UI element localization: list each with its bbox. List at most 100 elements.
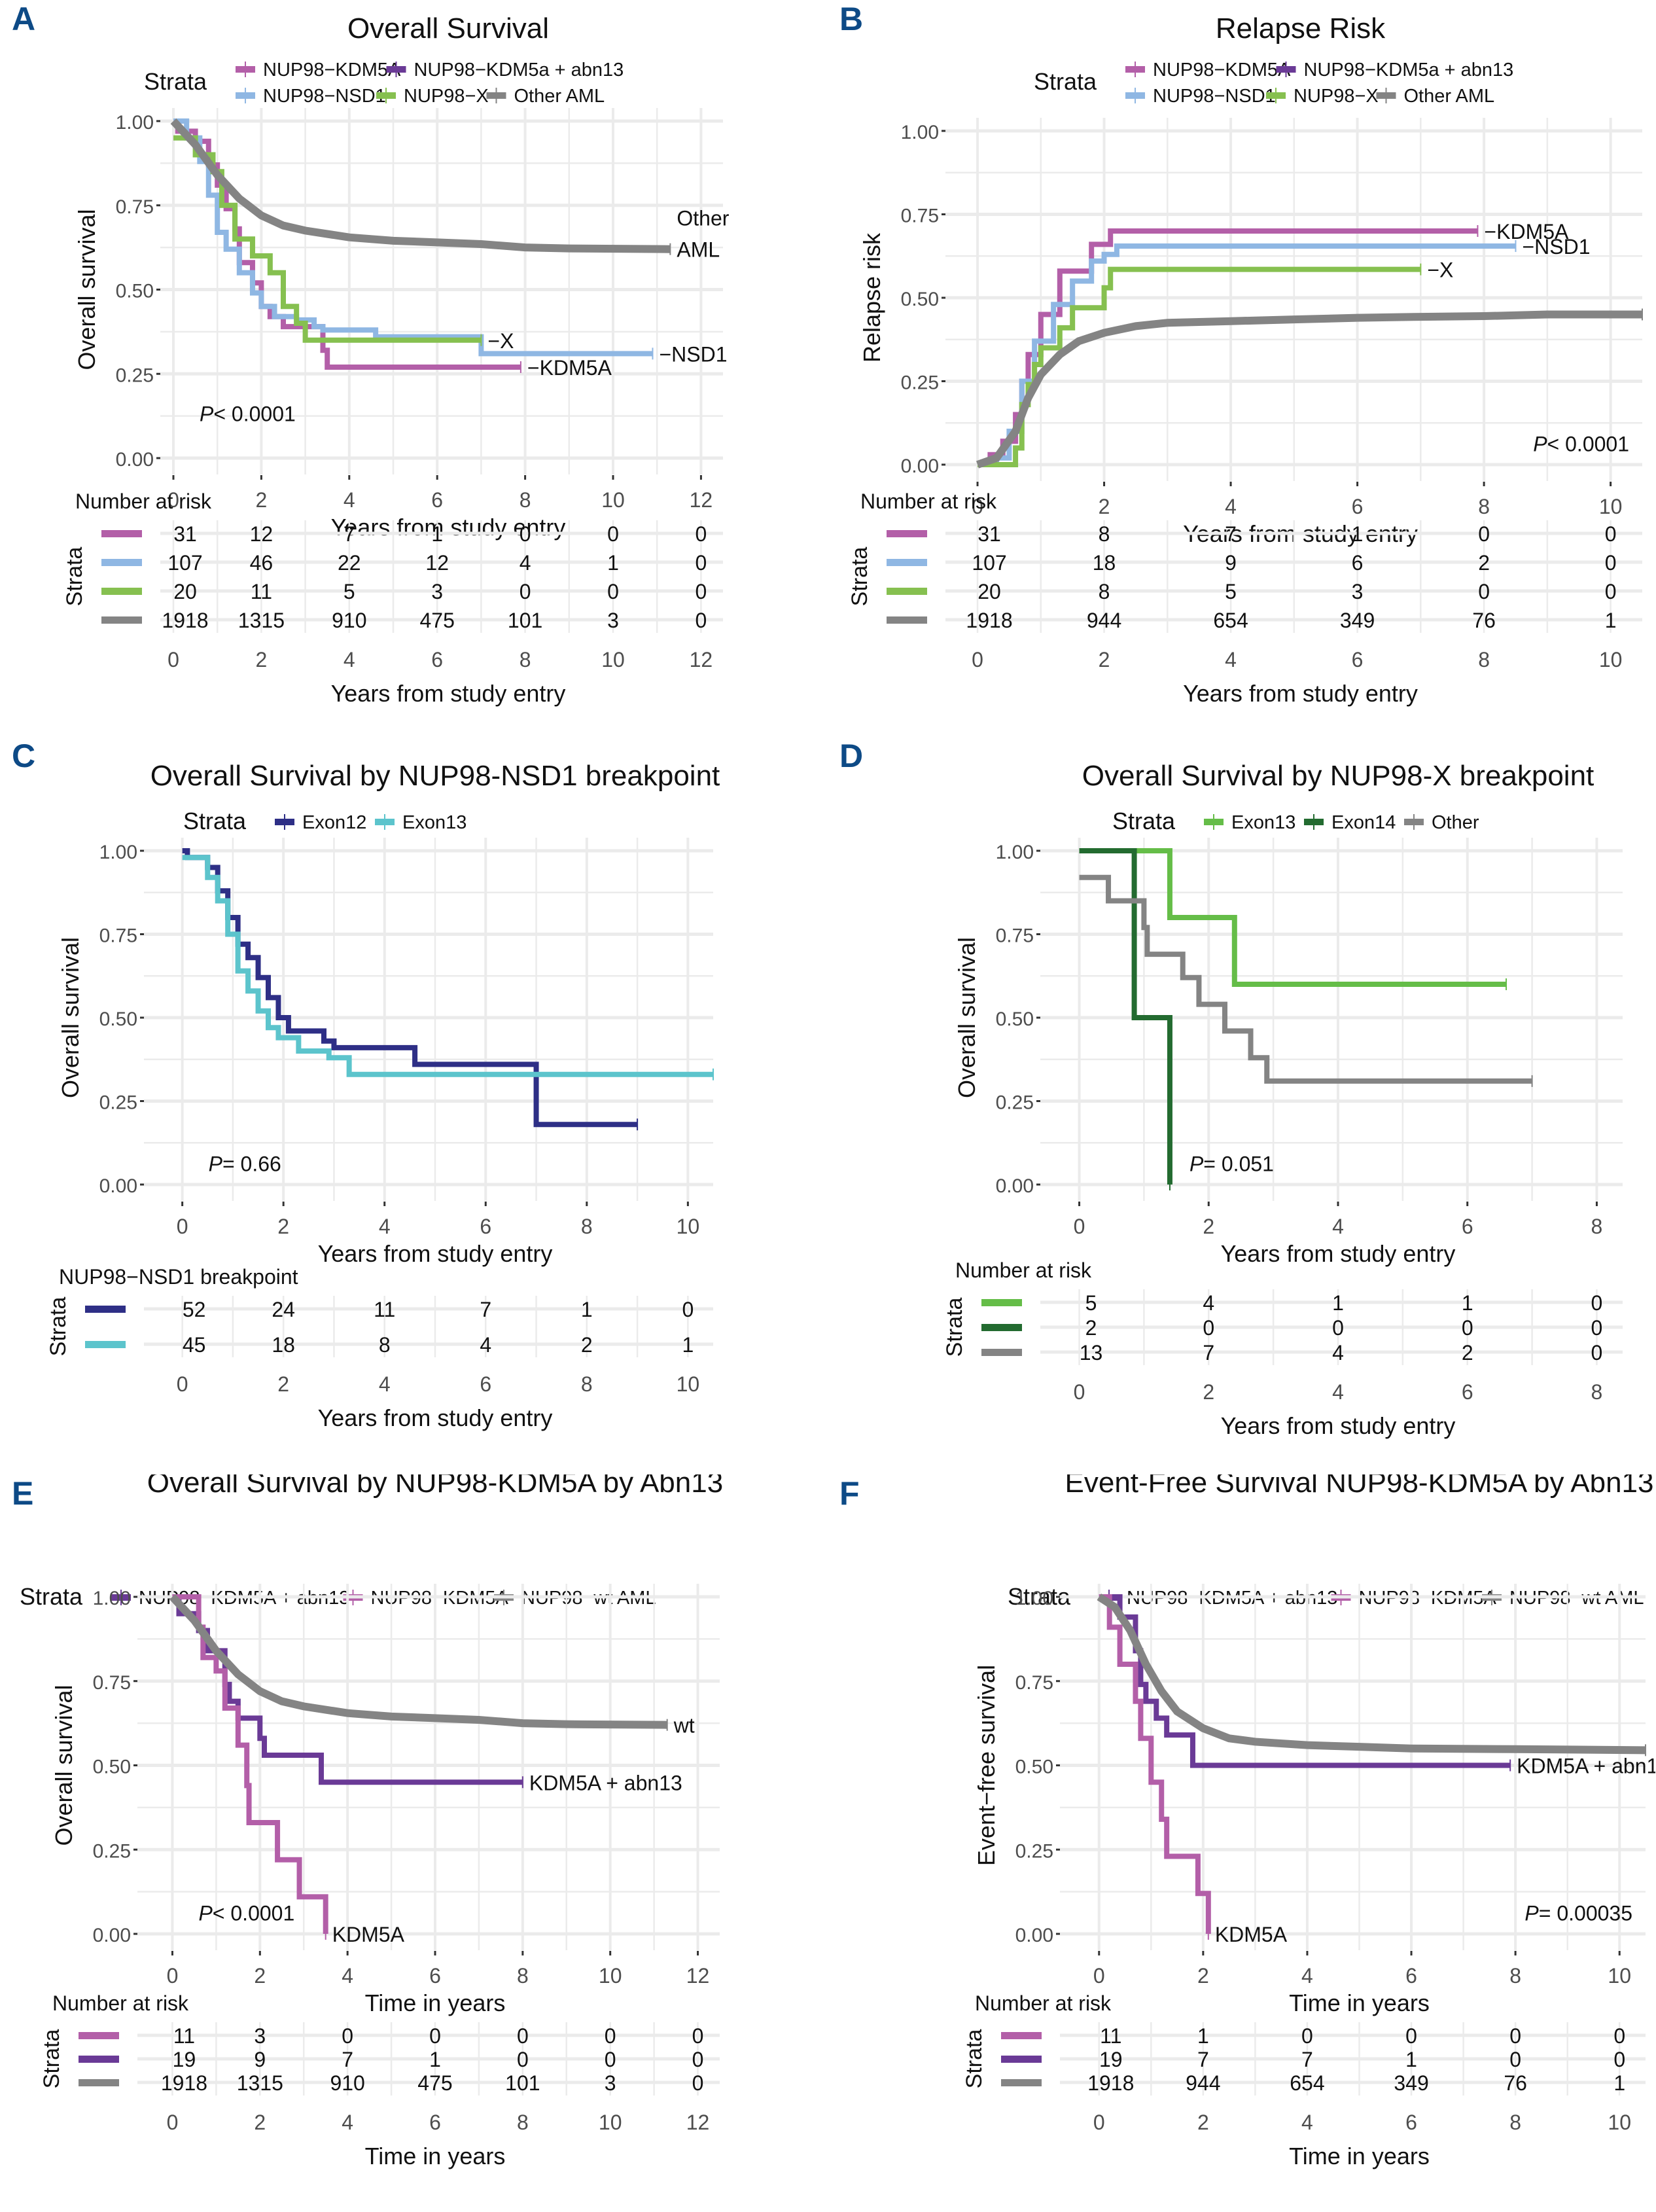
risk-table-cell: 4: [1332, 1341, 1344, 1365]
risk-table-cell: 1918: [161, 2071, 207, 2095]
p-value: P< 0.0001: [198, 1901, 294, 1925]
risk-table-x-tick-label: 8: [1591, 1380, 1603, 1404]
risk-table-x-label: Years from study entry: [1183, 680, 1418, 707]
x-tick-label: 0: [972, 495, 983, 518]
p-value-text: < 0.0001: [213, 1901, 294, 1925]
y-tick-label: 0.25: [901, 372, 939, 394]
y-tick-label: 0.50: [1015, 1757, 1053, 1778]
risk-table-swatch: [79, 2032, 119, 2039]
risk-table-cell: 101: [505, 2071, 540, 2095]
x-tick-label: 10: [1599, 495, 1623, 518]
risk-table-cell: 944: [1186, 2071, 1220, 2095]
risk-table-cell: 0: [696, 580, 707, 603]
risk-table-cell: 11: [173, 2024, 195, 2048]
p-symbol: P: [1524, 1901, 1539, 1925]
y-tick-label: 0.75: [901, 205, 939, 227]
risk-table-x-tick-label: 12: [686, 2111, 710, 2134]
risk-table-swatch: [101, 559, 142, 566]
y-axis-label: Relapse risk: [858, 232, 885, 363]
risk-table-title: Number at risk: [975, 1991, 1112, 2015]
risk-table-cell: 475: [420, 609, 455, 632]
risk-table-cell: 4: [1203, 1291, 1214, 1315]
y-tick-label: 0.25: [99, 1092, 137, 1114]
risk-table-title: Number at risk: [860, 490, 997, 513]
legend-label: NUP98−X: [404, 86, 489, 107]
risk-table-cell: 3: [605, 2071, 616, 2095]
risk-table-title: Number at risk: [955, 1258, 1092, 1282]
y-tick-label: 0.00: [1015, 1925, 1053, 1946]
risk-table-cell: 0: [1301, 2024, 1313, 2048]
risk-table-cell: 1: [1462, 1291, 1473, 1315]
risk-table-ylabel: Strata: [39, 2029, 64, 2089]
y-tick-label: 0.50: [996, 1008, 1034, 1030]
risk-table-cell: 7: [480, 1298, 491, 1321]
y-tick-label: 0.00: [901, 455, 939, 477]
legend-label: Exon13: [1231, 812, 1295, 833]
risk-table-cell: 107: [167, 551, 202, 575]
panel-letter: B: [839, 1, 864, 37]
risk-table-cell: 1918: [162, 609, 208, 632]
risk-table-cell: 0: [1478, 522, 1490, 546]
risk-table-swatch: [85, 1306, 126, 1313]
risk-table-cell: 0: [696, 522, 707, 546]
y-axis-label: Overall survival: [953, 937, 980, 1098]
risk-table-cell: 0: [429, 2024, 441, 2048]
risk-table-cell: 0: [1405, 2024, 1417, 2048]
legend-label: NUP98−NSD1: [1153, 86, 1276, 107]
p-value-text: = 0.66: [222, 1152, 281, 1176]
x-tick-label: 2: [1197, 1964, 1209, 1988]
chart-title: Overall Survival: [347, 12, 549, 45]
p-value: P= 0.051: [1189, 1152, 1274, 1176]
risk-table-cell: 5: [1085, 1291, 1097, 1315]
risk-table-cell: 13: [1080, 1341, 1103, 1365]
p-value: P< 0.0001: [200, 402, 296, 425]
risk-table-cell: 0: [1332, 1316, 1344, 1340]
y-tick-label: 0.00: [93, 1925, 131, 1946]
x-tick-label: 4: [344, 488, 355, 512]
km-curve-other-aml: [976, 310, 1642, 469]
risk-table-swatch: [981, 1299, 1022, 1306]
y-tick-label: 0.25: [1015, 1840, 1053, 1862]
x-tick-label: 2: [254, 1964, 266, 1988]
curve-end-label: −KDM5A: [1484, 220, 1569, 243]
curve-end-label: −KDM5A: [527, 356, 612, 380]
risk-table-x-tick-label: 4: [342, 2111, 353, 2134]
y-axis-label: Overall survival: [73, 209, 100, 370]
risk-table-cell: 18: [1093, 551, 1116, 575]
risk-table-x-tick-label: 6: [431, 648, 443, 671]
risk-table-x-tick-label: 6: [1352, 648, 1364, 671]
risk-table-cell: 654: [1290, 2071, 1324, 2095]
x-tick-label: 0: [167, 488, 179, 512]
curve-end-label: AML: [677, 238, 720, 262]
risk-table-x-label: Years from study entry: [1221, 1412, 1456, 1439]
legend-label: NUP98−X: [1294, 86, 1379, 107]
y-axis-label: Overall survival: [57, 937, 84, 1098]
chart-svg: Overall Survival by NUP98-KDM5A by Abn13…: [20, 1474, 723, 2169]
panel-letter: C: [12, 738, 36, 774]
risk-table-cell: 0: [520, 580, 531, 603]
km-curve-exon13: [1079, 848, 1507, 987]
x-tick-label: 4: [342, 1964, 353, 1988]
risk-table-swatch: [887, 530, 927, 537]
curve-end-label: KDM5A: [1215, 1923, 1288, 1946]
risk-table-cell: 2: [1085, 1316, 1097, 1340]
y-tick-label: 0.75: [1015, 1672, 1053, 1694]
y-tick-label: 1.00: [116, 112, 154, 134]
risk-table-x-label: Time in years: [365, 2143, 506, 2169]
curve-end-label: −NSD1: [659, 342, 727, 366]
risk-table-cell: 24: [272, 1298, 295, 1321]
risk-table-cell: 0: [1613, 2048, 1625, 2071]
risk-table-cell: 1: [1352, 522, 1364, 546]
km-curve-nup98-nsd1: [978, 243, 1516, 467]
risk-table-x-tick-label: 10: [599, 2111, 622, 2134]
risk-table-swatch: [101, 588, 142, 595]
risk-table-x-tick-label: 8: [1509, 2111, 1521, 2134]
risk-table-x-tick-label: 0: [972, 648, 983, 671]
risk-table-cell: 4: [520, 551, 531, 575]
x-tick-label: 4: [379, 1215, 391, 1238]
legend-title: Strata: [183, 808, 247, 834]
y-tick-label: 0.00: [116, 449, 154, 471]
risk-table-cell: 1315: [237, 2071, 283, 2095]
p-value-text: = 0.051: [1203, 1152, 1274, 1176]
km-curve-nup98-wt-aml: [1097, 1593, 1646, 1755]
